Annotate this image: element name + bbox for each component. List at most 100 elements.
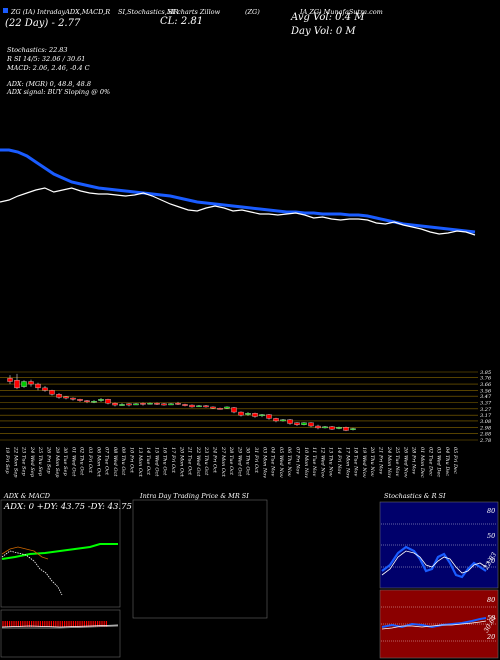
candlesticks: [7, 373, 356, 432]
candle-body: [42, 387, 48, 391]
date-tick-label: 02 Tue Dec: [427, 447, 433, 476]
header-title-d: (ZG): [245, 8, 260, 16]
moving-average-lines: [0, 148, 476, 236]
date-tick-label: 19 Fri Sep: [4, 447, 10, 474]
candle-body: [98, 399, 104, 401]
candle-body: [28, 381, 34, 385]
ma-line: [0, 148, 476, 234]
date-tick-label: 24 Mon Nov: [386, 446, 392, 478]
date-tick-label: 07 Fri Nov: [295, 447, 301, 474]
date-tick-label: 29 Wed Oct: [236, 446, 242, 477]
candle-body: [105, 399, 111, 404]
candle-body: [133, 403, 139, 406]
date-tick-label: 14 Fri Nov: [336, 447, 342, 474]
candle-body: [210, 406, 216, 409]
header-adx-signal: ADX signal: BUY Sloping @ 0%: [7, 88, 111, 96]
date-tick-label: 09 Thu Oct: [120, 447, 126, 476]
candle-body: [266, 414, 272, 419]
candle-body: [14, 380, 20, 389]
intraday-panel-frame: [132, 499, 268, 619]
indicator-panels: [0, 499, 499, 659]
date-tick-label: 20 Thu Nov: [369, 446, 375, 477]
rsi-axis-20: 20: [487, 633, 496, 641]
candle-body: [273, 418, 279, 422]
stochastics-lines: [381, 523, 497, 579]
date-tick-label: 11 Tue Nov: [311, 447, 317, 476]
price-tick-label: 3.47: [480, 394, 492, 400]
date-tick-label: 18 Tue Nov: [353, 447, 359, 476]
adx-readout: ADX: 0 +DY: 43.75 -DY: 43.75: [4, 502, 132, 512]
header-stochastics: Stochastics: 22.83: [7, 46, 68, 54]
candle-body: [168, 403, 174, 406]
adx-lines: [1, 543, 118, 596]
macd-signal-line: [2, 625, 119, 629]
date-tick-label: 23 Thu Oct: [203, 446, 209, 476]
date-tick-label: 28 Tue Oct: [228, 446, 234, 476]
header-title-c: SI charts Zillow: [168, 8, 221, 16]
candle-body: [287, 419, 293, 424]
candle-body: [7, 378, 13, 382]
date-tick-label: 03 Wed Dec: [436, 447, 442, 477]
price-tick-label: 3.37: [480, 401, 492, 407]
header-close: CL: 2.81: [160, 16, 204, 27]
date-tick-label: 22 Mon Sep: [12, 446, 18, 478]
macd-panel-frame: [0, 609, 121, 658]
date-tick-label: 05 Wed Nov: [278, 447, 284, 478]
price-tick-label: 3.76: [480, 376, 492, 382]
date-tick-label: 13 Thu Nov: [328, 447, 334, 477]
candle-body: [77, 399, 83, 401]
date-tick-label: 19 Wed Nov: [361, 447, 367, 478]
adx-panel-frame: [0, 499, 121, 608]
price-tick-label: 3.66: [480, 382, 492, 388]
main-chart: 3.853.763.663.563.473.373.273.173.082.98…: [0, 148, 492, 478]
candle-body: [70, 397, 76, 400]
date-tick-label: 25 Thu Sep: [37, 446, 43, 477]
price-tick-label: 2.88: [479, 432, 491, 438]
date-tick-label: 02 Thu Oct: [79, 447, 85, 476]
date-tick-label: 03 Mon Nov: [261, 447, 267, 478]
candle-body: [336, 427, 342, 429]
candle-body: [203, 405, 209, 408]
header-title-e: IA ZG) MunafaSutra.com: [300, 8, 383, 16]
price-tick-label: 3.08: [480, 419, 491, 425]
price-tick-label: 3.27: [480, 407, 492, 413]
header-rsi: R SI 14/5: 32.06 / 30.61: [7, 55, 86, 63]
candle-body: [252, 413, 258, 417]
date-tick-label: 03 Fri Oct: [87, 447, 93, 474]
date-tick-label: 21 Tue Oct: [187, 446, 193, 476]
candle-body: [91, 401, 97, 403]
adx-orange-line: [1, 546, 49, 560]
candle-body: [147, 402, 153, 405]
candle-body: [231, 407, 237, 413]
candle-body: [119, 404, 125, 406]
adx-white-line: [1, 550, 63, 596]
candle-body: [35, 383, 41, 389]
date-tick-label: 29 Mon Sep: [54, 446, 60, 478]
candle-body: [175, 402, 181, 405]
price-gridlines: [0, 371, 478, 441]
price-tick-label: 3.17: [480, 413, 492, 419]
date-tick-label: 24 Wed Sep: [29, 446, 35, 478]
header-macd: MACD: 2.06, 2.46, -0.4 C: [7, 64, 90, 72]
date-tick-label: 05 Fri Dec: [452, 447, 458, 474]
candle-body: [217, 408, 223, 410]
stoch-panel-title: Stochastics & R SI: [384, 492, 446, 500]
candle-body: [63, 396, 69, 399]
rsi-axis-50: 50: [487, 614, 496, 622]
date-tick-label: 17 Fri Oct: [170, 447, 176, 474]
candle-body: [238, 411, 244, 416]
candle-body: [245, 413, 251, 415]
candle-body: [84, 400, 90, 403]
date-tick-label: 20 Mon Oct: [178, 446, 184, 478]
rsi-white-line: [381, 620, 487, 630]
candle-body: [161, 403, 167, 406]
candle-body: [343, 427, 349, 431]
candle-body: [56, 394, 62, 398]
candle-body: [49, 390, 55, 395]
legend-square-icon: [3, 8, 8, 13]
date-tick-label: 06 Mon Oct: [95, 447, 101, 478]
date-tick-label: 24 Fri Oct: [212, 446, 218, 474]
date-axis: 19 Fri Sep 22 Mon Sep 23 Tue Sep 24 Wed Sep…: [4, 446, 458, 478]
date-tick-label: 07 Tue Oct: [104, 447, 110, 476]
date-tick-label: 01 Wed Oct: [70, 447, 76, 477]
